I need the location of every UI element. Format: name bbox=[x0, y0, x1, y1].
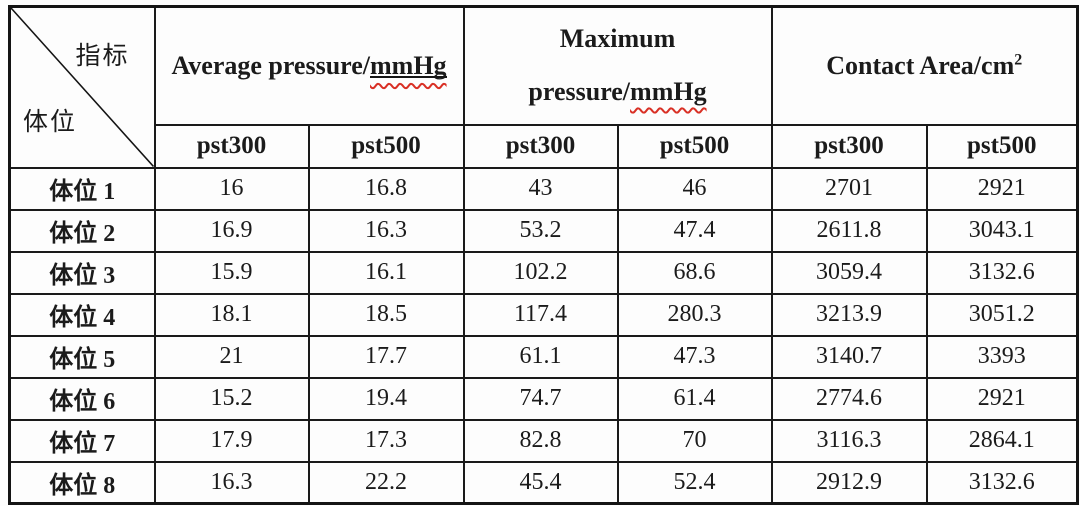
table-row: 体位 5 21 17.7 61.1 47.3 3140.7 3393 bbox=[8, 334, 1079, 379]
subheader-area-pst500: pst500 bbox=[925, 123, 1079, 169]
data-cell: 3132.6 bbox=[925, 460, 1079, 505]
diagonal-divider-line bbox=[11, 8, 153, 166]
data-cell: 3059.4 bbox=[770, 250, 928, 295]
group-header-average-pressure: Average pressure/mmHg bbox=[153, 5, 465, 126]
data-cell: 3140.7 bbox=[770, 334, 928, 379]
data-cell: 2921 bbox=[925, 166, 1079, 211]
data-cell: 3393 bbox=[925, 334, 1079, 379]
data-cell: 15.9 bbox=[153, 250, 310, 295]
data-cell: 16.1 bbox=[307, 250, 465, 295]
table-row: 体位 3 15.9 16.1 102.2 68.6 3059.4 3132.6 bbox=[8, 250, 1079, 295]
data-cell: 17.9 bbox=[153, 418, 310, 463]
average-pressure-label: Average pressure/ bbox=[171, 50, 371, 80]
subheader-max-pst500: pst500 bbox=[616, 123, 773, 169]
data-cell: 16.3 bbox=[153, 460, 310, 505]
maximum-pressure-unit: mmHg bbox=[630, 76, 707, 106]
data-cell: 2864.1 bbox=[925, 418, 1079, 463]
data-cell: 16.9 bbox=[153, 208, 310, 253]
pressure-data-table: 指标 体位 Average pressure/mmHg Maximum pres… bbox=[8, 5, 1079, 505]
row-label: 体位 7 bbox=[8, 418, 156, 463]
data-cell: 2701 bbox=[770, 166, 928, 211]
table-row: 体位 1 16 16.8 43 46 2701 2921 bbox=[8, 166, 1079, 211]
data-cell: 47.3 bbox=[616, 334, 773, 379]
data-cell: 102.2 bbox=[462, 250, 619, 295]
data-cell: 43 bbox=[462, 166, 619, 211]
data-cell: 16 bbox=[153, 166, 310, 211]
data-cell: 16.8 bbox=[307, 166, 465, 211]
subheader-max-pst300: pst300 bbox=[462, 123, 619, 169]
data-cell: 280.3 bbox=[616, 292, 773, 337]
data-cell: 52.4 bbox=[616, 460, 773, 505]
contact-area-label: Contact Area/cm bbox=[826, 50, 1015, 80]
corner-diagonal-cell: 指标 体位 bbox=[8, 5, 156, 169]
group-header-contact-area: Contact Area/cm2 bbox=[770, 5, 1079, 126]
data-cell: 117.4 bbox=[462, 292, 619, 337]
row-label: 体位 2 bbox=[8, 208, 156, 253]
row-label: 体位 3 bbox=[8, 250, 156, 295]
data-cell: 47.4 bbox=[616, 208, 773, 253]
data-cell: 74.7 bbox=[462, 376, 619, 421]
data-cell: 3116.3 bbox=[770, 418, 928, 463]
data-cell: 2921 bbox=[925, 376, 1079, 421]
data-cell: 45.4 bbox=[462, 460, 619, 505]
data-cell: 3132.6 bbox=[925, 250, 1079, 295]
data-cell: 17.3 bbox=[307, 418, 465, 463]
data-cell: 18.1 bbox=[153, 292, 310, 337]
row-label: 体位 1 bbox=[8, 166, 156, 211]
row-label: 体位 6 bbox=[8, 376, 156, 421]
row-label: 体位 5 bbox=[8, 334, 156, 379]
maximum-pressure-line2: pressure/mmHg bbox=[466, 76, 770, 109]
table-row: 体位 8 16.3 22.2 45.4 52.4 2912.9 3132.6 bbox=[8, 460, 1079, 505]
data-cell: 82.8 bbox=[462, 418, 619, 463]
maximum-pressure-line1: Maximum bbox=[559, 24, 676, 54]
maximum-pressure-label: pressure/ bbox=[528, 76, 631, 106]
data-cell: 61.4 bbox=[616, 376, 773, 421]
data-cell: 22.2 bbox=[307, 460, 465, 505]
data-cell: 3043.1 bbox=[925, 208, 1079, 253]
subheader-avg-pst500: pst500 bbox=[307, 123, 465, 169]
data-cell: 3213.9 bbox=[770, 292, 928, 337]
data-cell: 15.2 bbox=[153, 376, 310, 421]
data-cell: 53.2 bbox=[462, 208, 619, 253]
table-row: 体位 4 18.1 18.5 117.4 280.3 3213.9 3051.2 bbox=[8, 292, 1079, 337]
row-label: 体位 8 bbox=[8, 460, 156, 505]
table-row: 体位 7 17.9 17.3 82.8 70 3116.3 2864.1 bbox=[8, 418, 1079, 463]
corner-label-indicator: 指标 bbox=[75, 43, 130, 70]
corner-label-position: 体位 bbox=[23, 109, 78, 136]
data-cell: 70 bbox=[616, 418, 773, 463]
data-cell: 19.4 bbox=[307, 376, 465, 421]
data-cell: 18.5 bbox=[307, 292, 465, 337]
table-row: 体位 6 15.2 19.4 74.7 61.4 2774.6 2921 bbox=[8, 376, 1079, 421]
row-label: 体位 4 bbox=[8, 292, 156, 337]
data-cell: 68.6 bbox=[616, 250, 773, 295]
data-cell: 21 bbox=[153, 334, 310, 379]
data-cell: 17.7 bbox=[307, 334, 465, 379]
group-header-maximum-pressure: Maximum pressure/mmHg bbox=[462, 5, 773, 126]
data-cell: 61.1 bbox=[462, 334, 619, 379]
subheader-avg-pst300: pst300 bbox=[153, 123, 310, 169]
subheader-area-pst300: pst300 bbox=[770, 123, 928, 169]
data-cell: 2611.8 bbox=[770, 208, 928, 253]
table-row: 体位 2 16.9 16.3 53.2 47.4 2611.8 3043.1 bbox=[8, 208, 1079, 253]
average-pressure-unit: mmHg bbox=[370, 50, 447, 80]
data-cell: 2912.9 bbox=[770, 460, 928, 505]
data-cell: 46 bbox=[616, 166, 773, 211]
contact-area-superscript: 2 bbox=[1014, 50, 1023, 68]
data-cell: 16.3 bbox=[307, 208, 465, 253]
data-cell: 3051.2 bbox=[925, 292, 1079, 337]
data-cell: 2774.6 bbox=[770, 376, 928, 421]
